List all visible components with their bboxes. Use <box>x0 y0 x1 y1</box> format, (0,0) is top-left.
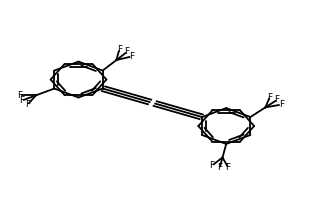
Text: F: F <box>17 91 22 100</box>
Text: F: F <box>210 161 214 170</box>
Text: F: F <box>274 95 280 104</box>
Text: F: F <box>279 100 284 109</box>
Text: F: F <box>25 100 30 109</box>
Text: F: F <box>124 48 129 56</box>
Text: F: F <box>267 93 272 102</box>
Text: F: F <box>225 163 231 172</box>
Text: F: F <box>129 52 134 61</box>
Text: F: F <box>19 96 24 105</box>
Text: F: F <box>117 45 122 54</box>
Text: F: F <box>217 163 222 172</box>
